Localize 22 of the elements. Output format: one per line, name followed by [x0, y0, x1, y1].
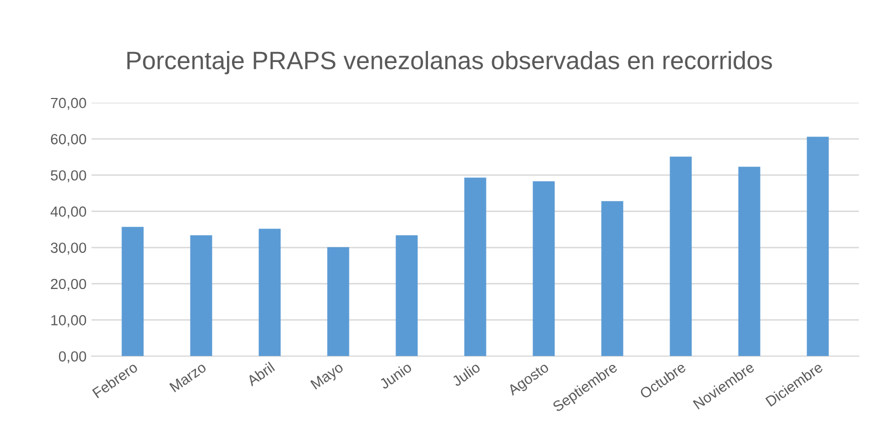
y-tick-label: 60,00 [50, 134, 86, 146]
y-tick-label: 30,00 [50, 242, 86, 255]
bar [806, 136, 829, 356]
y-tick-label: 10,00 [51, 315, 86, 328]
bar [532, 181, 555, 356]
chart-title: Porcentaje PRAPS venezolanas observadas en recorridos [127, 50, 772, 74]
y-tick-label: 50,00 [50, 170, 86, 182]
bar [327, 247, 350, 356]
x-tick-label: Julio [450, 361, 481, 387]
y-tick-label: 20,00 [50, 278, 86, 291]
bar [601, 201, 624, 356]
y-tick-label: 40,00 [50, 206, 86, 218]
bar [670, 156, 692, 356]
bar [122, 226, 144, 356]
y-tick-label: 0,00 [58, 351, 86, 364]
bar [190, 235, 212, 356]
bar [258, 228, 281, 356]
y-tick-label: 70,00 [50, 98, 86, 110]
bar [738, 166, 760, 356]
bar [396, 235, 418, 356]
bar [464, 178, 486, 356]
x-tick-label: Junio [378, 361, 412, 390]
